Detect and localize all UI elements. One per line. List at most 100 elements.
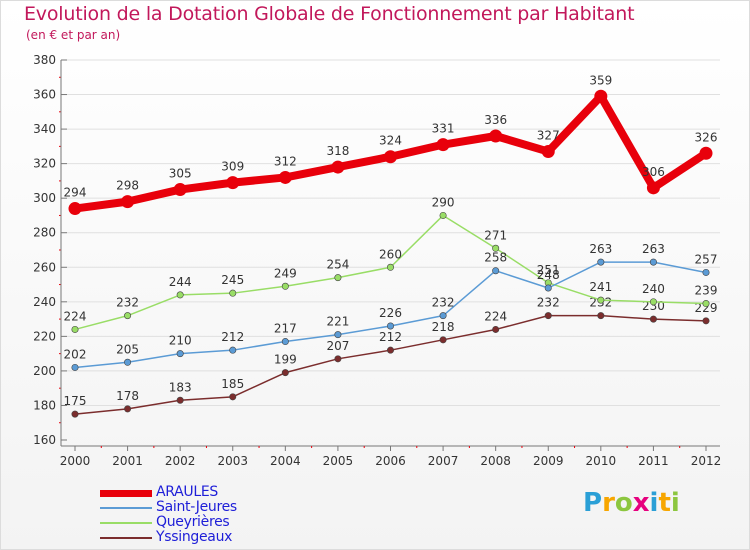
legend-label-araules: ARAULES <box>156 484 218 500</box>
data-label-queyri-res: 245 <box>221 273 244 287</box>
x-tick-label: 2004 <box>270 454 301 468</box>
y-tick-label: 360 <box>33 88 56 102</box>
data-label-queyri-res: 260 <box>379 247 402 261</box>
data-point-yssingeaux <box>439 336 447 344</box>
x-tick-label: 2001 <box>112 454 143 468</box>
legend-label-queyrieres: Queyrières <box>156 514 230 530</box>
x-tick-label: 2003 <box>217 454 248 468</box>
data-point-araules <box>646 181 660 195</box>
data-point-queyri-res <box>492 244 500 252</box>
data-label-queyri-res: 254 <box>326 258 349 272</box>
data-point-yssingeaux <box>649 315 657 323</box>
data-label-yssingeaux: 178 <box>116 389 139 403</box>
logo-letter: i <box>670 488 680 518</box>
data-label-araules: 318 <box>326 144 349 158</box>
data-label-saint-jeures: 257 <box>695 252 718 266</box>
data-label-araules: 312 <box>274 154 297 168</box>
data-label-saint-jeures: 202 <box>64 347 87 361</box>
data-point-saint-jeures <box>229 346 237 354</box>
data-point-yssingeaux <box>124 405 132 413</box>
chart-title: Evolution de la Dotation Globale de Fonc… <box>24 3 635 25</box>
data-point-saint-jeures <box>176 350 184 358</box>
data-point-saint-jeures <box>281 338 289 346</box>
data-point-araules <box>278 170 292 184</box>
data-label-queyri-res: 249 <box>274 266 297 280</box>
y-tick-label: 380 <box>33 53 56 67</box>
data-label-saint-jeures: 226 <box>379 306 402 320</box>
data-label-araules: 336 <box>484 113 507 127</box>
data-point-araules <box>594 89 608 103</box>
y-tick-label: 200 <box>33 364 56 378</box>
x-tick-label: 2002 <box>165 454 196 468</box>
data-label-yssingeaux: 212 <box>379 330 402 344</box>
data-point-queyri-res <box>176 291 184 299</box>
data-label-yssingeaux: 218 <box>432 320 455 334</box>
legend-item-queyrieres: Queyrières <box>100 514 320 530</box>
x-tick-label: 2007 <box>428 454 459 468</box>
legend-swatch-queyrieres <box>100 522 152 524</box>
data-point-saint-jeures <box>492 267 500 275</box>
legend-label-yssingeaux: Yssingeaux <box>156 529 233 545</box>
data-label-araules: 331 <box>432 122 455 136</box>
data-point-araules <box>121 195 135 209</box>
data-label-saint-jeures: 263 <box>589 242 612 256</box>
data-point-yssingeaux <box>597 312 605 320</box>
data-label-araules: 306 <box>642 165 665 179</box>
data-point-saint-jeures <box>649 258 657 266</box>
logo-letter: t <box>658 488 671 518</box>
data-label-saint-jeures: 210 <box>169 334 192 348</box>
data-label-saint-jeures: 263 <box>642 242 665 256</box>
data-point-araules <box>331 160 345 174</box>
data-label-queyri-res: 244 <box>169 275 192 289</box>
data-label-queyri-res: 271 <box>484 228 507 242</box>
data-label-yssingeaux: 199 <box>274 353 297 367</box>
data-label-queyri-res: 251 <box>537 263 560 277</box>
data-point-saint-jeures <box>71 363 79 371</box>
data-point-queyri-res <box>439 211 447 219</box>
data-point-queyri-res <box>281 282 289 290</box>
data-point-araules <box>173 183 187 197</box>
data-point-queyri-res <box>702 300 710 308</box>
legend-item-araules: ARAULES <box>100 484 320 500</box>
data-label-queyri-res: 232 <box>116 296 139 310</box>
y-tick-label: 280 <box>33 226 56 240</box>
data-label-araules: 359 <box>589 73 612 87</box>
data-point-yssingeaux <box>386 346 394 354</box>
logo-letter: x <box>632 488 650 518</box>
data-point-yssingeaux <box>702 317 710 325</box>
data-point-yssingeaux <box>492 325 500 333</box>
y-tick-label: 260 <box>33 260 56 274</box>
data-label-queyri-res: 290 <box>432 195 455 209</box>
data-point-queyri-res <box>229 289 237 297</box>
x-tick-label: 2006 <box>375 454 406 468</box>
legend-item-saint-jeures: Saint-Jeures <box>100 499 320 515</box>
data-point-araules <box>489 129 503 143</box>
x-tick-label: 2005 <box>323 454 354 468</box>
data-label-saint-jeures: 217 <box>274 322 297 336</box>
y-tick-label: 240 <box>33 295 56 309</box>
logo-letter: P <box>583 488 603 518</box>
data-point-queyri-res <box>386 263 394 271</box>
data-label-queyri-res: 224 <box>64 309 87 323</box>
data-point-saint-jeures <box>334 331 342 339</box>
x-tick-label: 2009 <box>533 454 564 468</box>
data-point-yssingeaux <box>544 312 552 320</box>
legend-swatch-araules <box>100 490 152 497</box>
data-point-yssingeaux <box>334 355 342 363</box>
data-label-araules: 326 <box>695 130 718 144</box>
data-point-araules <box>541 145 555 159</box>
y-tick-label: 340 <box>33 122 56 136</box>
data-point-queyri-res <box>597 296 605 304</box>
y-tick-label: 220 <box>33 329 56 343</box>
legend-swatch-saint-jeures <box>100 507 152 509</box>
x-tick-label: 2012 <box>691 454 722 468</box>
y-tick-label: 180 <box>33 398 56 412</box>
data-point-araules <box>384 150 397 164</box>
data-label-saint-jeures: 221 <box>326 315 349 329</box>
data-point-queyri-res <box>334 274 342 282</box>
data-point-yssingeaux <box>281 369 289 377</box>
data-point-yssingeaux <box>71 410 79 418</box>
data-point-queyri-res <box>71 325 79 333</box>
data-point-saint-jeures <box>386 322 394 330</box>
